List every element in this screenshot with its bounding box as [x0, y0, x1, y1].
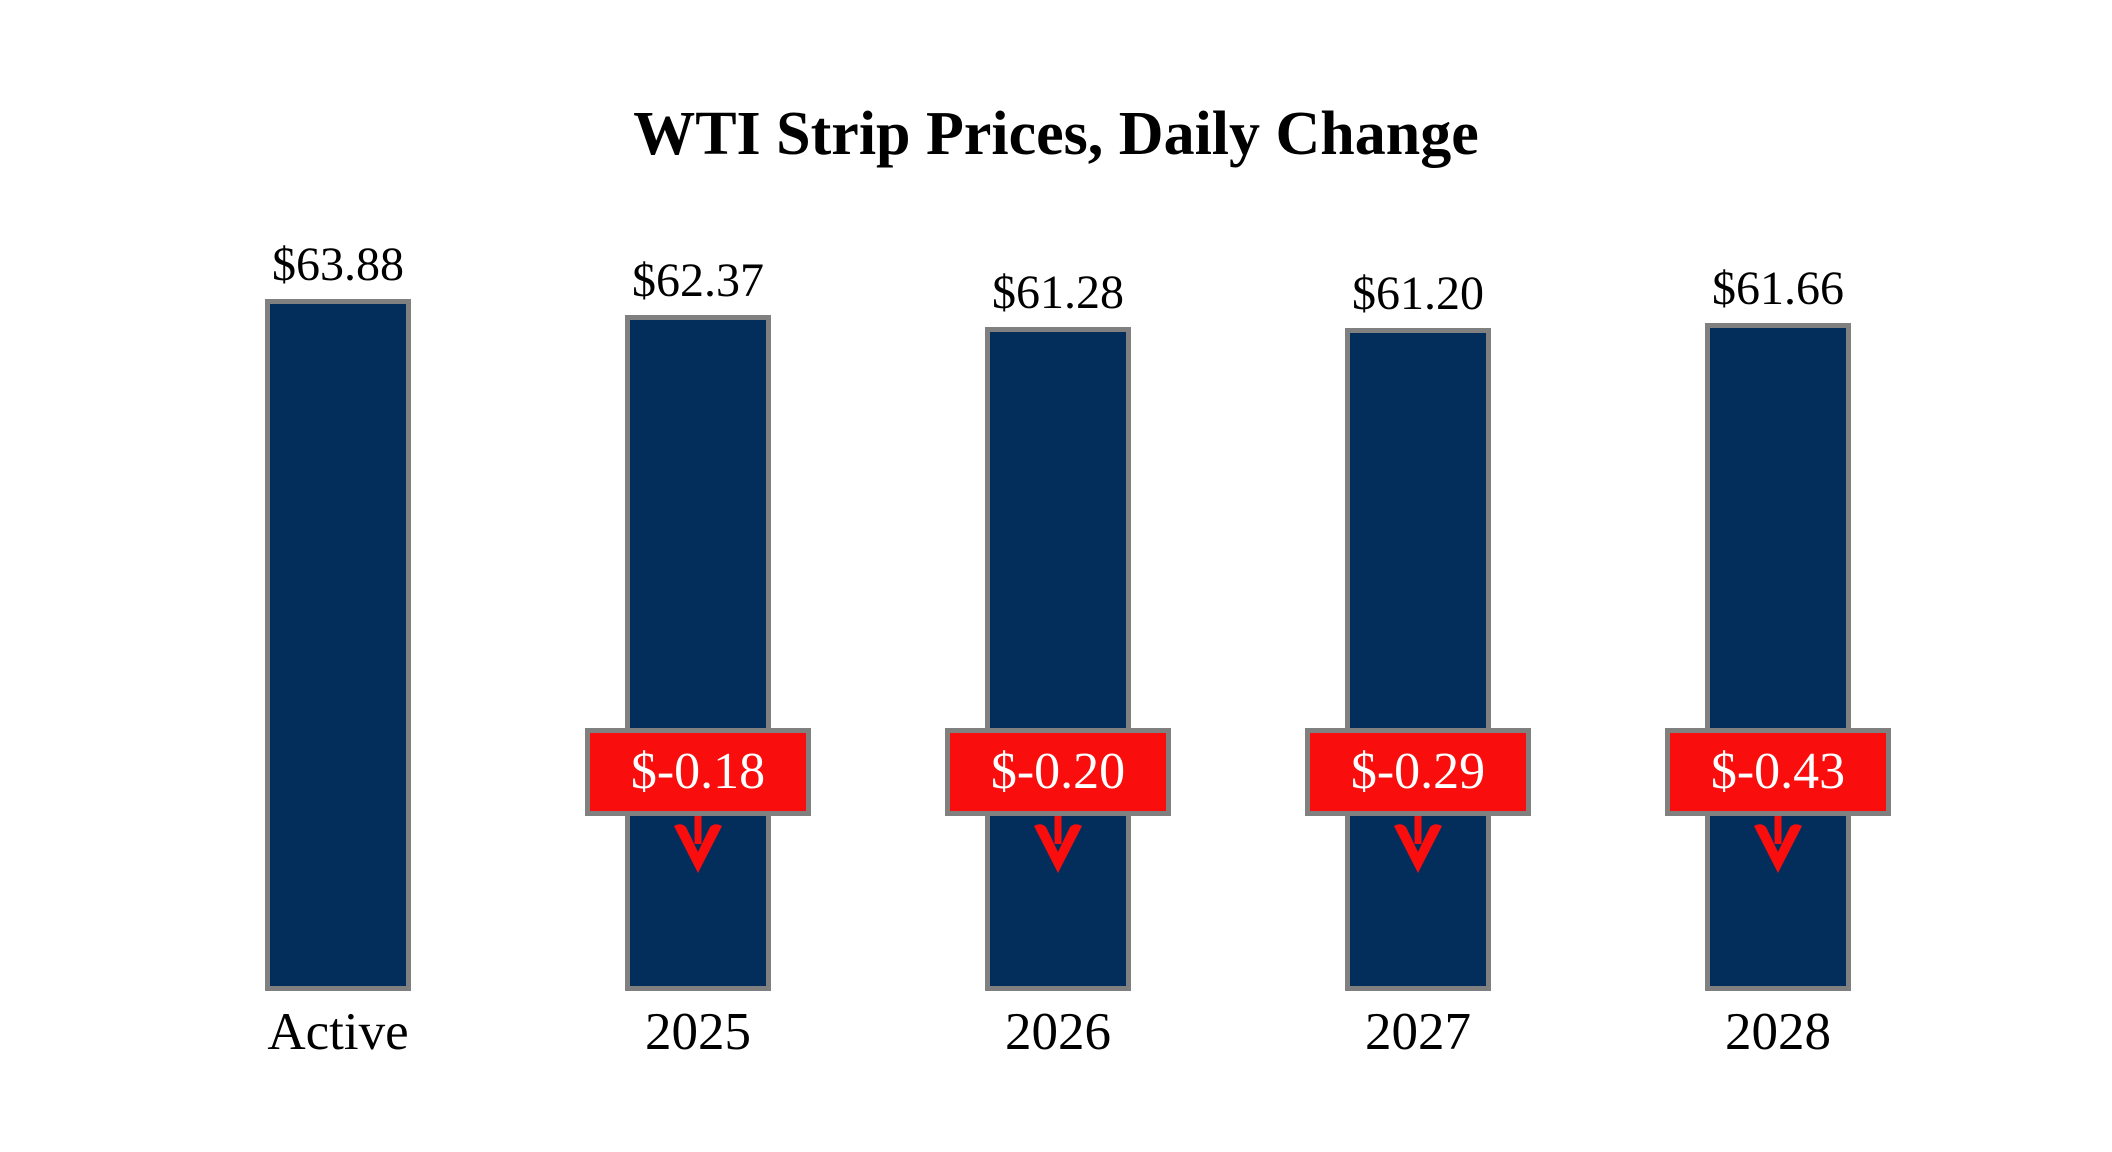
bar	[985, 327, 1131, 991]
bar-value-label: $62.37	[632, 254, 764, 307]
bar	[625, 315, 771, 991]
x-axis-label: 2028	[1725, 1003, 1831, 1061]
bar-value-label: $63.88	[272, 238, 404, 291]
bar-value-label: $61.28	[992, 266, 1124, 319]
down-arrow-icon	[1754, 816, 1802, 873]
daily-change-badge: $-0.20	[945, 728, 1171, 816]
down-arrow-icon	[1394, 816, 1442, 873]
daily-change-value: $-0.43	[1710, 743, 1846, 800]
bar	[1345, 328, 1491, 991]
daily-change-badge: $-0.18	[585, 728, 811, 816]
daily-change-value: $-0.29	[1350, 743, 1486, 800]
daily-change-value: $-0.18	[630, 743, 766, 800]
daily-change-badge: $-0.29	[1305, 728, 1531, 816]
down-arrow-icon	[1034, 816, 1082, 873]
bar-value-label: $61.20	[1352, 267, 1484, 320]
bar-value-label: $61.66	[1712, 262, 1844, 315]
x-axis-label: 2026	[1005, 1003, 1111, 1061]
x-axis-label: Active	[267, 1003, 409, 1061]
daily-change-badge: $-0.43	[1665, 728, 1891, 816]
chart-title: WTI Strip Prices, Daily Change	[633, 100, 1479, 168]
x-axis-label: 2025	[645, 1003, 751, 1061]
daily-change-value: $-0.20	[990, 743, 1126, 800]
down-arrow-icon	[674, 816, 722, 873]
bar	[1705, 323, 1851, 991]
bar	[265, 299, 411, 991]
x-axis-label: 2027	[1365, 1003, 1471, 1061]
